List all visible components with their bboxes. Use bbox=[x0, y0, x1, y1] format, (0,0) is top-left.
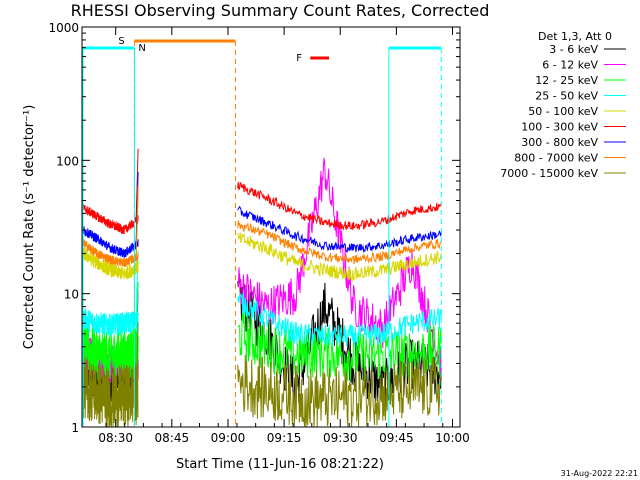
series-line-7000-15000keV bbox=[82, 322, 442, 428]
y-axis-label: Corrected Count Rate (s⁻¹ detector⁻¹) bbox=[22, 105, 37, 350]
legend-label: 6 - 12 keV bbox=[542, 59, 598, 72]
x-axis-label: Start Time (11-Jun-16 08:21:22) bbox=[176, 457, 384, 472]
axes-layer: 08:30 08:45 09:00 09:15 09:30 09:45 10:00 1 10 10… bbox=[48, 21, 469, 445]
chart-title: RHESSI Observing Summary Count Rates, Co… bbox=[71, 1, 490, 20]
series-layer bbox=[82, 148, 442, 428]
night-flag-label: N bbox=[138, 43, 145, 54]
legend: Det 1,3, Att 0 3 - 6 keV 6 - 12 keV 12 - 2… bbox=[500, 30, 626, 180]
legend-label: 800 - 7000 keV bbox=[514, 152, 598, 165]
legend-label: 100 - 300 keV bbox=[521, 121, 598, 134]
legend-label: 300 - 800 keV bbox=[521, 136, 598, 149]
x-tick-label: 09:15 bbox=[267, 431, 302, 445]
legend-label: 3 - 6 keV bbox=[549, 43, 598, 56]
x-tick-label: 09:30 bbox=[323, 431, 358, 445]
x-tick-label: 08:30 bbox=[98, 431, 133, 445]
series-line-800-7000keV bbox=[82, 185, 442, 268]
saa-flag-label: S bbox=[118, 36, 124, 47]
y-tick-label: 1000 bbox=[48, 21, 79, 35]
x-tick-label: 09:45 bbox=[379, 431, 414, 445]
legend-label: 50 - 100 keV bbox=[528, 105, 598, 118]
legend-label: 12 - 25 keV bbox=[535, 74, 598, 87]
flags-layer: S N F bbox=[82, 36, 442, 427]
series-line-100-300keV bbox=[82, 148, 442, 235]
x-tick-label: 10:00 bbox=[435, 431, 470, 445]
x-tick-label: 09:00 bbox=[211, 431, 246, 445]
y-tick-label: 10 bbox=[64, 288, 79, 302]
footer-date: 31-Aug-2022 22:21 bbox=[561, 469, 638, 478]
x-tick-label: 08:45 bbox=[155, 431, 190, 445]
plot-frame bbox=[81, 26, 461, 428]
legend-label: 25 - 50 keV bbox=[535, 90, 598, 103]
legend-header: Det 1,3, Att 0 bbox=[538, 30, 612, 43]
flare-flag-label: F bbox=[296, 53, 302, 64]
y-tick-label: 100 bbox=[56, 154, 79, 168]
y-tick-label: 1 bbox=[71, 421, 79, 435]
legend-label: 7000 - 15000 keV bbox=[500, 167, 598, 180]
